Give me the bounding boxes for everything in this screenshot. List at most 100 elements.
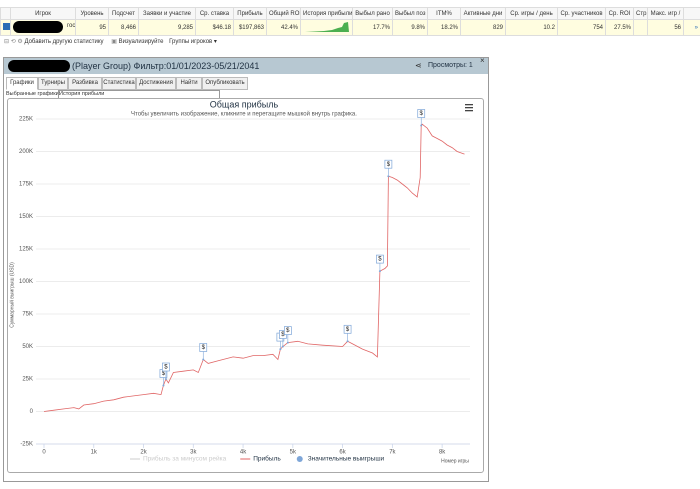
cell: $197,863 <box>233 19 267 36</box>
profit-line <box>43 123 465 412</box>
big-win-point <box>281 345 284 348</box>
flag-box <box>199 343 208 352</box>
x-tick-label: 3k <box>190 450 197 456</box>
flag-label: $ <box>346 327 350 333</box>
y-tick-label: 75K <box>22 312 33 318</box>
flag-box <box>384 159 393 169</box>
y-tick-label: 0 <box>30 409 34 415</box>
visualize[interactable]: Визуализируйте <box>118 39 164 45</box>
flag-label: $ <box>420 111 424 117</box>
y-tick-label: 150K <box>19 214 33 220</box>
flag-label: $ <box>164 365 168 371</box>
y-axis-label: Суммарный выигрыш (USD) <box>8 262 15 328</box>
x-tick-label: 2k <box>140 450 147 456</box>
big-win-point <box>164 378 167 380</box>
tab[interactable]: Графики <box>6 77 38 90</box>
cell: 9,285 <box>138 19 196 36</box>
close-button[interactable]: × <box>480 56 485 65</box>
cell: 754 <box>557 19 606 36</box>
tab[interactable]: Турниры <box>38 77 68 90</box>
header-cell: История прибыли <box>300 7 353 20</box>
big-win-point <box>387 175 390 178</box>
y-tick-label: 175K <box>19 182 33 188</box>
x-tick-label: 1k <box>91 450 98 456</box>
y-tick-label: 200K <box>19 149 33 155</box>
big-win-point <box>286 341 289 344</box>
big-win-point <box>202 358 205 361</box>
tab[interactable]: Достижения <box>136 77 176 90</box>
flag-label: $ <box>378 257 382 263</box>
flag-box <box>376 254 384 264</box>
sparkline <box>305 21 349 32</box>
x-tick-label: 0 <box>42 450 46 456</box>
big-win-point <box>162 384 165 387</box>
cell: 10.2 <box>505 19 558 36</box>
legend-item[interactable]: Прибыль <box>253 455 281 463</box>
x-tick-label: 6k <box>339 450 346 456</box>
select-label: Выбранные графики: <box>6 91 61 97</box>
tab[interactable]: Опубликовать <box>202 77 248 90</box>
header-cell: Выбыл рано <box>352 7 393 20</box>
title-bar: (Player Group) Фильтр:01/01/2023-05/21/2… <box>4 56 488 74</box>
y-tick-label: 225K <box>19 117 33 123</box>
x-tick-label: 8k <box>439 450 446 456</box>
header-cell: Ср. участников <box>557 7 606 20</box>
x-tick-label: 7k <box>389 450 396 456</box>
header-cell: Общий ROI <box>266 7 301 20</box>
big-win-point <box>279 348 282 351</box>
y-tick-label: 125K <box>19 247 33 253</box>
chart-title: Общая прибыль <box>210 99 279 109</box>
header-cell <box>683 7 700 20</box>
tab[interactable]: Найти <box>176 77 202 90</box>
chart-frame <box>7 98 484 473</box>
add-stat[interactable]: Добавить другую статистику <box>24 39 104 45</box>
y-tick-label: -25K <box>20 442 33 448</box>
y-tick-label: 100K <box>19 279 33 285</box>
player-cell[interactable]: гос <box>10 19 76 36</box>
more-link[interactable]: » <box>683 19 700 36</box>
tab[interactable]: Статистика <box>102 77 136 90</box>
big-win-point <box>378 270 381 273</box>
sparkline-cell <box>300 19 353 36</box>
data-row: гос 95 8,466 9,285 $46.18 $197,863 42.4%… <box>0 19 700 36</box>
flag-box <box>417 109 426 118</box>
flag-label: $ <box>281 332 285 338</box>
legend-item[interactable]: Прибыль за минусом рейка <box>143 455 227 463</box>
cell: 27.5% <box>605 19 634 36</box>
flag-label: $ <box>202 345 206 351</box>
y-tick-label: 25K <box>22 377 33 383</box>
x-tick-label: 4k <box>240 450 247 456</box>
header-cell: Ср. игры / день <box>505 7 558 20</box>
flag-box <box>162 362 170 372</box>
cell: 42.4% <box>266 19 301 36</box>
x-tick-label: 5k <box>290 450 297 456</box>
menu-icon[interactable] <box>465 104 473 112</box>
views: Просмотры: 1 <box>428 62 473 69</box>
big-win-point <box>346 340 349 343</box>
player-tag: гос <box>67 23 76 29</box>
flag-box <box>343 324 352 334</box>
flag-label: $ <box>162 371 166 377</box>
flag-label: $ <box>387 162 391 168</box>
x-axis-label: Номер игры <box>441 458 469 464</box>
header-cell: ITM% <box>427 7 461 20</box>
share-icon[interactable]: ⋖ <box>415 61 422 70</box>
tab[interactable]: Разбивка <box>68 77 102 90</box>
header-cell: Подсчет <box>108 7 139 20</box>
big-win-point <box>420 124 423 127</box>
flag-box <box>284 326 292 335</box>
stats-table: Игрок Уровень Подсчет Заявки и участие Ср. с… <box>0 7 700 36</box>
chart-subtitle: Чтобы увеличить изображение, кликните и … <box>131 111 357 118</box>
y-tick-label: 50K <box>22 344 33 350</box>
cell: 829 <box>460 19 506 36</box>
header-row: Игрок Уровень Подсчет Заявки и участие Ср. с… <box>0 7 700 20</box>
flag-label: $ <box>286 328 290 334</box>
header-cell: Уровень <box>75 7 109 20</box>
header-cell: Заявки и участие <box>138 7 196 20</box>
groups[interactable]: Группы игроков ▾ <box>169 39 217 45</box>
legend-item[interactable]: Значительные выигрыши <box>308 456 385 463</box>
legend-symbol <box>296 456 303 462</box>
cell: 8,466 <box>108 19 139 36</box>
